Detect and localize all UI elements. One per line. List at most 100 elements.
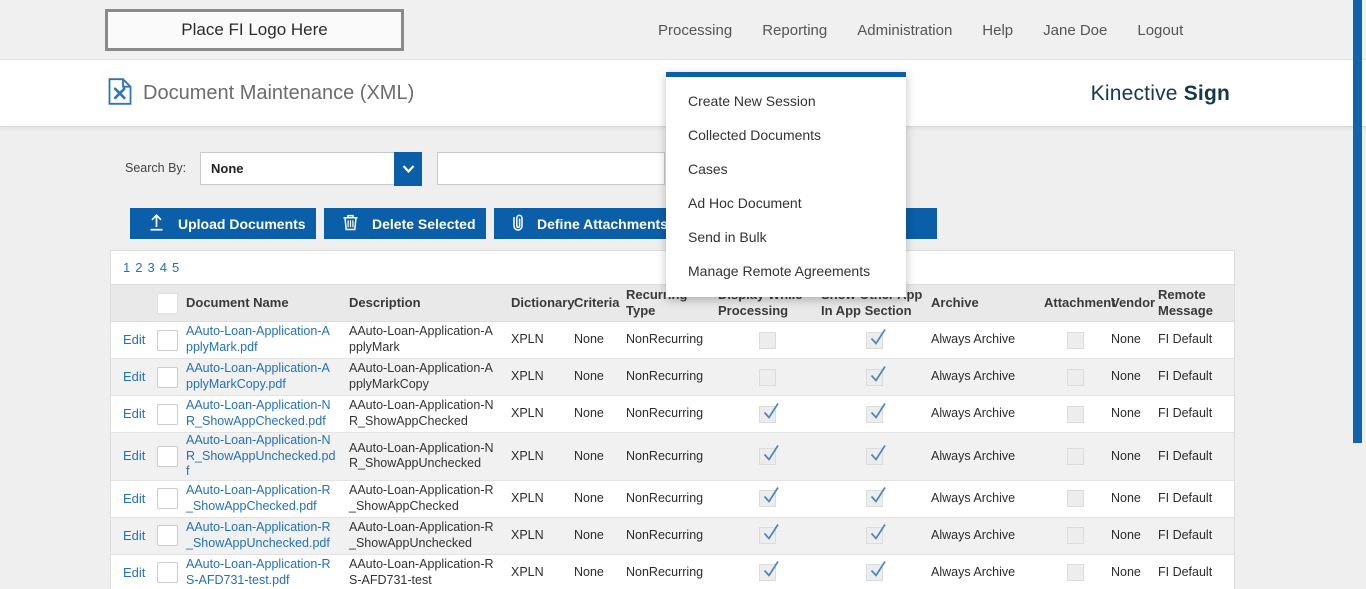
display-while-processing-checkbox — [759, 368, 776, 386]
display-while-processing-checkbox-cell — [716, 518, 819, 554]
dictionary-cell: XPLN — [511, 565, 544, 580]
attachment-checkbox-cell — [1042, 396, 1109, 432]
edit-link[interactable]: Edit — [123, 490, 146, 506]
paperclip-icon — [512, 213, 524, 235]
document-name-cell: AAuto-Loan-Application-NR_ShowAppChecked… — [183, 396, 346, 432]
archive-cell: Always Archive — [931, 565, 1016, 580]
menu-item-manage-remote-agreements[interactable]: Manage Remote Agreements — [688, 263, 871, 279]
remote-message-cell: FI Default — [1158, 448, 1213, 463]
document-name-link[interactable]: AAuto-Loan-Application-R_ShowAppChecked.… — [186, 483, 331, 513]
upload-documents-button[interactable]: Upload Documents — [130, 208, 316, 239]
dictionary-cell: XPLN — [511, 332, 544, 347]
edit-cell: Edit — [111, 481, 151, 517]
description-cell: AAuto-Loan-Application-ApplyMarkCopy — [346, 359, 509, 395]
show-other-app-checkbox-cell — [819, 359, 929, 395]
search-by-label: Search By: — [125, 161, 187, 175]
nav-item-processing[interactable]: Processing — [658, 21, 733, 39]
description-cell: AAuto-Loan-Application-RS-AFD731-test — [346, 555, 509, 589]
table-header-row: Document Name Description Dictionary Cri… — [111, 284, 1234, 322]
document-maintenance-icon — [108, 77, 132, 110]
archive-cell: Always Archive — [931, 491, 1016, 506]
nav-item-reporting[interactable]: Reporting — [762, 21, 828, 39]
document-name-link[interactable]: AAuto-Loan-Application-ApplyMark.pdf — [186, 324, 330, 354]
fi-logo-text: Place FI Logo Here — [181, 20, 328, 39]
search-by-select[interactable]: None — [200, 152, 422, 186]
show-other-app-checkbox-cell — [819, 396, 929, 432]
description-text: AAuto-Loan-Application-ApplyMark — [349, 324, 493, 354]
row-select-checkbox[interactable] — [156, 562, 178, 584]
nav-item-logout[interactable]: Logout — [1137, 21, 1184, 39]
row-select-checkbox[interactable] — [156, 445, 178, 467]
row-select-checkbox[interactable] — [156, 329, 178, 351]
show-other-app-checkbox — [865, 524, 886, 545]
show-other-app-checkbox — [865, 487, 886, 508]
attachment-checkbox — [1067, 368, 1084, 386]
display-while-processing-checkbox-cell — [716, 322, 819, 358]
row-select-cell — [151, 433, 183, 480]
remote-message-cell: FI Default — [1158, 332, 1213, 347]
recurring-type-cell: NonRecurring — [626, 406, 704, 421]
page-link-4[interactable]: 4 — [159, 260, 167, 275]
page-header: Document Maintenance (XML) — [108, 60, 414, 127]
dictionary-cell: XPLN — [511, 528, 544, 543]
attachment-checkbox-cell — [1042, 555, 1109, 589]
delete-selected-label: Delete Selected — [372, 215, 476, 232]
vertical-scrollbar-thumb[interactable] — [1353, 0, 1362, 443]
row-select-checkbox[interactable] — [156, 525, 178, 547]
row-select-checkbox[interactable] — [156, 488, 178, 510]
row-select-checkbox[interactable] — [156, 366, 178, 388]
document-name-link[interactable]: AAuto-Loan-Application-RS-AFD731-test.pd… — [186, 557, 331, 587]
criteria-cell: None — [574, 448, 604, 463]
chevron-down-icon[interactable] — [394, 152, 422, 186]
edit-link[interactable]: Edit — [123, 331, 146, 347]
header-description: Description — [349, 294, 421, 310]
dictionary-cell: XPLN — [511, 369, 544, 384]
nav-item-jane-doe[interactable]: Jane Doe — [1043, 21, 1108, 39]
vendor-cell: None — [1111, 448, 1141, 463]
table-row: Edit AAuto-Loan-Application-NR_ShowAppUnc… — [111, 433, 1234, 481]
delete-selected-button[interactable]: Delete Selected — [324, 208, 486, 239]
display-while-processing-checkbox — [759, 444, 779, 465]
edit-link[interactable]: Edit — [123, 448, 146, 464]
nav-item-administration[interactable]: Administration — [857, 21, 953, 39]
search-input[interactable] — [437, 152, 665, 185]
menu-item-ad-hoc-document[interactable]: Ad Hoc Document — [688, 195, 802, 211]
document-name-cell: AAuto-Loan-Application-ApplyMarkCopy.pdf — [183, 359, 346, 395]
select-all-checkbox[interactable] — [156, 292, 178, 314]
display-while-processing-checkbox — [759, 402, 779, 423]
page-link-3[interactable]: 3 — [147, 260, 155, 275]
document-name-link[interactable]: AAuto-Loan-Application-NR_ShowAppChecked… — [186, 398, 331, 428]
show-other-app-checkbox — [865, 444, 886, 465]
document-name-link[interactable]: AAuto-Loan-Application-ApplyMarkCopy.pdf — [186, 361, 330, 391]
edit-link[interactable]: Edit — [123, 368, 146, 384]
show-other-app-checkbox-cell — [819, 555, 929, 589]
page-link-1[interactable]: 1 — [123, 260, 131, 275]
document-name-link[interactable]: AAuto-Loan-Application-R_ShowAppUnchecke… — [186, 520, 331, 550]
menu-item-cases[interactable]: Cases — [688, 161, 728, 177]
attachment-checkbox-cell — [1042, 481, 1109, 517]
edit-cell: Edit — [111, 433, 151, 480]
menu-item-create-new-session[interactable]: Create New Session — [688, 93, 816, 109]
upload-documents-label: Upload Documents — [178, 215, 306, 232]
header-attachment: Attachment — [1044, 294, 1116, 310]
edit-link[interactable]: Edit — [123, 527, 146, 543]
remote-message-cell: FI Default — [1158, 565, 1213, 580]
edit-link[interactable]: Edit — [123, 564, 146, 580]
attachment-checkbox-cell — [1042, 518, 1109, 554]
menu-item-collected-documents[interactable]: Collected Documents — [688, 127, 822, 143]
page-link-5[interactable]: 5 — [171, 260, 180, 275]
page-link-2[interactable]: 2 — [135, 260, 143, 275]
remote-message-cell: FI Default — [1158, 406, 1213, 421]
menu-item-send-in-bulk[interactable]: Send in Bulk — [688, 229, 767, 245]
document-name-link[interactable]: AAuto-Loan-Application-NR_ShowAppUncheck… — [186, 433, 336, 479]
display-while-processing-checkbox-cell — [716, 481, 819, 517]
row-select-checkbox[interactable] — [156, 403, 178, 425]
recurring-type-cell: NonRecurring — [626, 491, 704, 506]
recurring-type-cell: NonRecurring — [626, 565, 704, 580]
recurring-type-cell: NonRecurring — [626, 528, 704, 543]
display-while-processing-checkbox-cell — [716, 359, 819, 395]
criteria-cell: None — [574, 406, 604, 421]
edit-link[interactable]: Edit — [123, 405, 146, 421]
nav-item-help[interactable]: Help — [982, 21, 1014, 39]
